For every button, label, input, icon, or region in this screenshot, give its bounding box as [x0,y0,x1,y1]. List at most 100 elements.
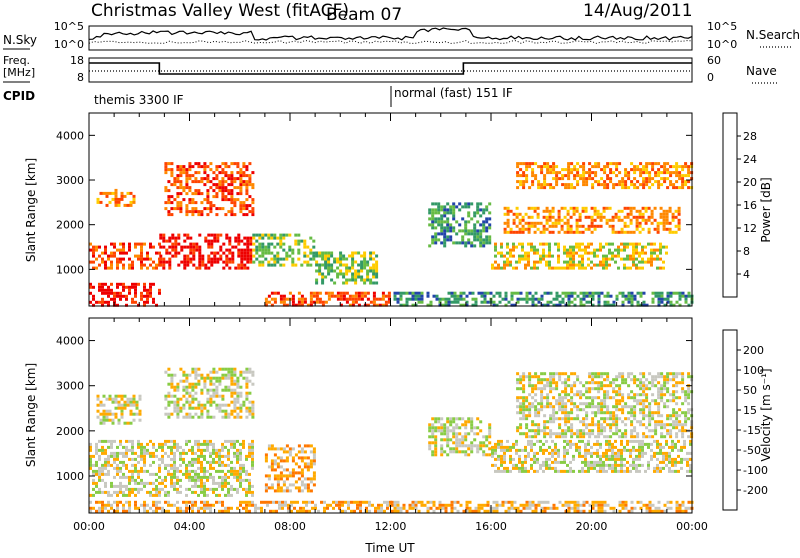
echo-cell [464,220,467,223]
echo-cell [564,387,567,390]
echo-cell [581,455,584,458]
echo-cell [457,301,460,304]
echo-cell [128,510,131,513]
echo-cell [494,261,497,264]
echo-cell [277,489,280,492]
echo-cell [630,210,633,213]
echo-cell [146,504,149,507]
echo-cell [415,295,418,298]
echo-cell [403,504,406,507]
echo-cell [600,177,603,180]
echo-cell [355,298,358,301]
echo-cell [128,479,131,482]
echo-cell [158,243,161,246]
echo-cell [485,438,488,441]
echo-cell [513,222,516,225]
echo-cell [327,252,330,255]
echo-cell [375,276,378,279]
echo-cell [446,220,449,223]
echo-cell [297,243,300,246]
echo-cell [227,416,230,419]
echo-cell [209,504,212,507]
echo-cell [653,452,656,455]
echo-cell [345,267,348,270]
echo-cell [360,261,363,264]
echo-cell [176,416,179,419]
echo-cell [346,292,349,295]
echo-cell [546,171,549,174]
echo-cell [251,407,254,410]
echo-cell [104,473,107,476]
echo-cell [209,383,212,386]
echo-cell [173,504,176,507]
echo-cell [650,261,653,264]
echo-cell [324,276,327,279]
echo-cell [127,398,130,401]
echo-cell [245,183,248,186]
echo-cell [632,446,635,449]
echo-cell [552,216,555,219]
echo-cell [641,261,644,264]
echo-cell [594,228,597,231]
echo-cell [233,407,236,410]
echo-cell [213,255,216,258]
echo-cell [515,464,518,467]
echo-cell [274,292,277,295]
echo-cell [218,186,221,189]
echo-cell [162,246,165,249]
echo-cell [176,470,179,473]
echo-cell [191,368,194,371]
echo-cell [585,426,588,429]
echo-cell [221,510,224,513]
echo-cell [164,443,167,446]
echo-cell [635,464,638,467]
echo-cell [182,501,185,504]
echo-cell [295,480,298,483]
echo-cell [206,192,209,195]
echo-cell [158,443,161,446]
echo-cell [585,177,588,180]
echo-cell [531,396,534,399]
echo-cell [321,258,324,261]
echo-cell [509,461,512,464]
echo-cell [484,504,487,507]
echo-cell [576,168,579,171]
echo-cell [600,408,603,411]
echo-cell [525,174,528,177]
echo-cell [512,243,515,246]
echo-cell [434,235,437,238]
echo-cell [245,488,248,491]
echo-cell [255,258,258,261]
echo-cell [146,267,149,270]
nave-label: Nave [746,64,777,78]
echo-cell [203,380,206,383]
echo-cell [570,372,573,375]
echo-cell [286,474,289,477]
echo-cell [118,395,121,398]
echo-cell [586,501,589,504]
echo-cell [476,220,479,223]
echo-cell [170,377,173,380]
echo-cell [291,258,294,261]
echo-cell [558,399,561,402]
echo-cell [470,423,473,426]
echo-cell [158,476,161,479]
echo-cell [221,449,224,452]
echo-cell [518,449,521,452]
echo-cell [251,374,254,377]
echo-cell [684,183,687,186]
echo-cell [632,243,635,246]
echo-cell [648,174,651,177]
echo-cell [567,393,570,396]
echo-cell [461,450,464,453]
echo-cell [221,488,224,491]
echo-cell [245,455,248,458]
echo-cell [493,295,496,298]
echo-cell [224,479,227,482]
echo-cell [671,461,674,464]
echo-cell [273,258,276,261]
echo-cell [443,432,446,435]
echo-cell [351,255,354,258]
echo-cell [525,423,528,426]
